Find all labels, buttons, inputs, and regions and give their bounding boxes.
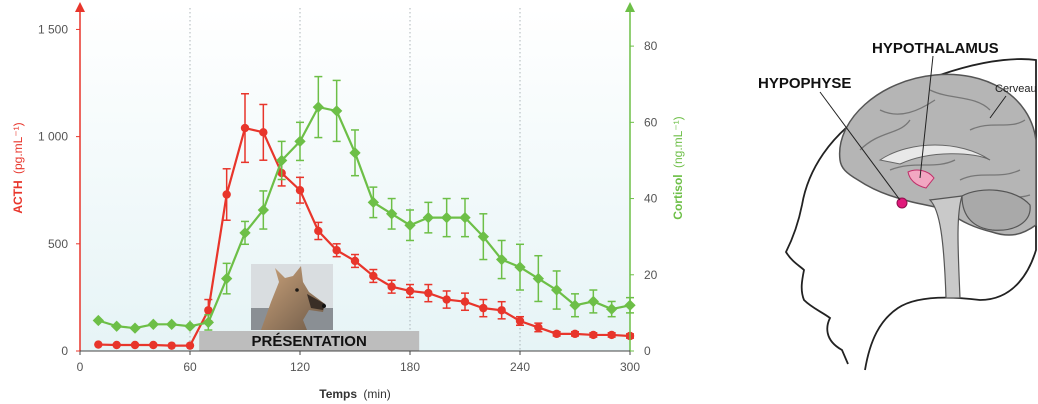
hypothalamus-label: HYPOTHALAMUS: [872, 40, 999, 57]
y-left-tick-label-3: 1 500: [38, 22, 68, 36]
acth-point-11: [295, 186, 305, 195]
cortisol-point-4: [166, 318, 178, 330]
cortisol-point-15: [367, 196, 379, 209]
hypophyse-leader: [819, 91, 901, 201]
cortisol-point-6: [202, 316, 214, 329]
cortisol-point-17: [404, 219, 416, 231]
y-left-tick-label-2: 1 000: [38, 130, 68, 144]
brainstem: [928, 195, 963, 299]
hypothalamus-region: [907, 169, 935, 189]
cortisol-series: [92, 75, 636, 334]
cortisol-point-21: [477, 231, 489, 243]
acth-point-27: [589, 330, 598, 340]
acth-point-24: [534, 323, 543, 332]
acth-point-22: [497, 306, 506, 315]
right-axis-title-text: Cortisol: [671, 174, 685, 219]
y-left-tick-label-0: 0: [61, 344, 68, 358]
hypothalamus-leader: [919, 55, 934, 179]
acth-point-20: [460, 297, 470, 306]
cortisol-point-28: [606, 303, 618, 315]
acth-point-16: [387, 282, 396, 291]
left-axis-title-text: ACTH: [11, 180, 25, 213]
y-right-tick-label-4: 80: [644, 39, 658, 53]
hypophyse-label: HYPOPHYSE: [758, 75, 851, 92]
cortisol-point-20: [459, 211, 471, 224]
cortisol-point-10: [276, 154, 288, 167]
cerveau-leader: [989, 95, 1007, 119]
acth-point-26: [570, 329, 580, 339]
x-tick-label-4: 240: [510, 360, 530, 374]
cortisol-point-3: [147, 318, 159, 330]
y-left-tick-label-1: 500: [48, 237, 68, 251]
acth-point-8: [240, 123, 250, 133]
right-axis-title: Cortisol (ng.mL⁻¹): [671, 116, 685, 219]
acth-point-12: [314, 226, 323, 236]
cortisol-point-18: [422, 211, 434, 224]
cortisol-point-11: [294, 135, 306, 148]
x-tick-label-3: 180: [400, 360, 420, 374]
acth-point-19: [442, 295, 451, 304]
right-axis-arrow: [625, 2, 635, 12]
x-axis-title: Temps (min): [319, 387, 390, 401]
cortisol-point-25: [551, 284, 563, 296]
acth-point-14: [350, 256, 360, 266]
acth-point-13: [332, 246, 341, 255]
hypophyse-region: [896, 197, 908, 209]
dog-photo: [251, 264, 333, 330]
acth-point-4: [167, 341, 176, 350]
acth-cortisol-chart: PRÉSENTATION 0 60 120 180 240 300 0 500 1 000 1 5…: [11, 2, 685, 401]
cortisol-point-23: [514, 261, 526, 273]
stimulus-bar: PRÉSENTATION: [199, 331, 420, 351]
left-axis-title-unit: (pg.mL⁻¹): [11, 122, 25, 174]
corpus-callosum: [878, 144, 991, 165]
acth-point-3: [149, 340, 158, 350]
left-axis-title: ACTH (pg.mL⁻¹): [11, 122, 25, 213]
cortisol-point-7: [221, 272, 233, 285]
acth-point-9: [259, 128, 268, 137]
left-axis-arrow: [75, 2, 85, 12]
cortisol-point-16: [386, 208, 398, 220]
acth-point-28: [607, 330, 616, 340]
y-right-tick-label-0: 0: [644, 344, 651, 358]
tick-labels: 0 60 120 180 240 300 0 500 1 000 1 500 0 20 40 60 80: [38, 22, 658, 374]
cortisol-point-2: [129, 322, 141, 334]
x-tick-label-1: 60: [183, 360, 197, 374]
x-axis-title-text: Temps: [319, 387, 357, 401]
cortisol-point-9: [257, 204, 269, 216]
acth-point-17: [405, 286, 415, 296]
acth-point-23: [515, 316, 525, 326]
acth-point-6: [204, 306, 213, 315]
plot-background: [80, 8, 630, 351]
cortisol-point-14: [349, 147, 361, 159]
y-right-tick-label-2: 40: [644, 192, 658, 206]
y-right-tick-label-3: 60: [644, 115, 658, 129]
acth-point-5: [185, 341, 195, 350]
acth-point-0: [94, 340, 103, 349]
cortisol-point-8: [239, 227, 251, 239]
brain-diagram: HYPOTHALAMUS HYPOPHYSE Cerveau: [758, 40, 1037, 371]
cortisol-point-27: [587, 295, 599, 308]
acth-point-21: [479, 303, 488, 313]
cortisol-point-24: [532, 272, 544, 285]
x-tick-label-0: 0: [77, 360, 84, 374]
acth-point-7: [222, 190, 231, 199]
axes: [75, 2, 635, 352]
cortisol-point-5: [184, 320, 196, 332]
acth-point-2: [130, 340, 140, 350]
x-axis-title-unit: (min): [363, 387, 390, 401]
acth-point-15: [369, 271, 378, 281]
cerveau-label: Cerveau: [995, 83, 1037, 95]
cortisol-point-19: [441, 211, 453, 224]
right-axis-title-unit: (ng.mL⁻¹): [671, 116, 685, 168]
x-tick-label-5: 300: [620, 360, 640, 374]
acth-point-25: [552, 329, 561, 339]
y-right-tick-label-1: 20: [644, 268, 658, 282]
cerebellum: [961, 189, 1031, 231]
stimulus-label: PRÉSENTATION: [252, 333, 367, 350]
cortisol-point-26: [569, 299, 581, 311]
acth-point-1: [112, 340, 121, 350]
x-tick-label-2: 120: [290, 360, 310, 374]
acth-point-18: [424, 288, 433, 298]
stimulus-band: [199, 331, 420, 351]
